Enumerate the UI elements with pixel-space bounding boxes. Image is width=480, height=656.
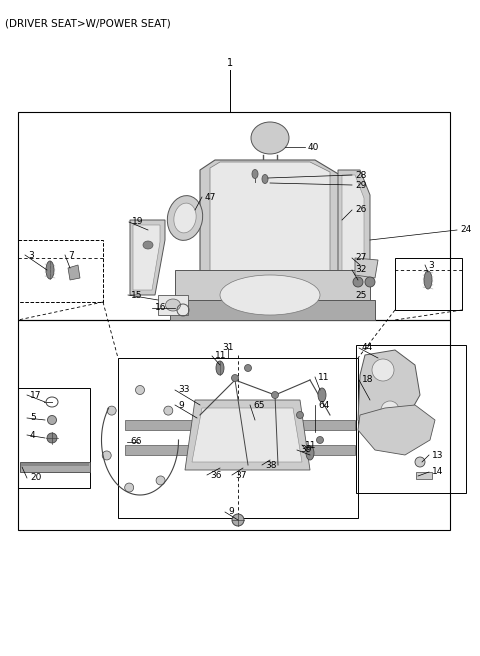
Text: (DRIVER SEAT>W/POWER SEAT): (DRIVER SEAT>W/POWER SEAT)	[5, 18, 171, 28]
Text: 16: 16	[155, 304, 167, 312]
Ellipse shape	[107, 406, 116, 415]
Text: 14: 14	[432, 468, 444, 476]
Ellipse shape	[365, 277, 375, 287]
Ellipse shape	[125, 483, 134, 492]
Ellipse shape	[156, 476, 165, 485]
Ellipse shape	[252, 169, 258, 178]
Bar	[118, 358, 358, 518]
Ellipse shape	[164, 406, 173, 415]
Ellipse shape	[262, 174, 268, 184]
Ellipse shape	[47, 433, 57, 443]
Polygon shape	[210, 162, 330, 285]
Ellipse shape	[372, 359, 394, 381]
Bar	[18, 240, 103, 302]
Text: 20: 20	[30, 474, 41, 483]
Text: 27: 27	[355, 253, 366, 262]
Polygon shape	[185, 400, 310, 470]
Ellipse shape	[46, 261, 54, 279]
Polygon shape	[175, 270, 370, 305]
Bar	[395, 258, 462, 310]
Text: 11: 11	[215, 352, 227, 361]
Polygon shape	[358, 405, 435, 455]
Bar	[356, 345, 466, 493]
Ellipse shape	[174, 203, 196, 233]
Text: 26: 26	[355, 205, 366, 215]
Text: 39: 39	[300, 445, 312, 455]
Text: 31: 31	[222, 344, 234, 352]
Text: 37: 37	[235, 470, 247, 480]
Text: 38: 38	[265, 461, 276, 470]
Ellipse shape	[168, 195, 203, 240]
Ellipse shape	[318, 388, 326, 402]
Text: 17: 17	[30, 390, 41, 400]
Text: 29: 29	[355, 180, 366, 190]
Polygon shape	[21, 463, 89, 466]
Text: 32: 32	[355, 266, 366, 274]
Polygon shape	[68, 265, 80, 280]
Text: 66: 66	[130, 438, 142, 447]
Text: 4: 4	[30, 430, 36, 440]
Polygon shape	[192, 408, 302, 462]
Polygon shape	[358, 350, 420, 440]
Text: 13: 13	[432, 451, 444, 459]
Ellipse shape	[220, 275, 320, 315]
Text: 33: 33	[178, 386, 190, 394]
Text: 19: 19	[132, 218, 144, 226]
Ellipse shape	[231, 375, 239, 382]
Polygon shape	[130, 220, 165, 295]
Text: 36: 36	[210, 470, 221, 480]
Polygon shape	[342, 175, 364, 288]
Ellipse shape	[232, 514, 244, 526]
Ellipse shape	[381, 401, 399, 419]
Text: 3: 3	[28, 251, 34, 260]
Text: 64: 64	[318, 401, 329, 409]
Bar	[18, 320, 450, 530]
Polygon shape	[416, 472, 432, 479]
Ellipse shape	[166, 299, 180, 311]
Ellipse shape	[244, 365, 252, 371]
Ellipse shape	[135, 386, 144, 394]
Polygon shape	[170, 300, 375, 320]
Polygon shape	[133, 225, 160, 290]
Ellipse shape	[297, 411, 303, 419]
Ellipse shape	[415, 457, 425, 467]
Ellipse shape	[48, 415, 57, 424]
Text: 40: 40	[308, 142, 319, 152]
Polygon shape	[20, 462, 90, 472]
Text: 9: 9	[178, 401, 184, 409]
Ellipse shape	[316, 436, 324, 443]
Ellipse shape	[306, 446, 314, 460]
Text: 11: 11	[305, 440, 316, 449]
Text: 25: 25	[355, 291, 366, 300]
Polygon shape	[125, 420, 355, 430]
Ellipse shape	[102, 451, 111, 460]
Text: 5: 5	[30, 413, 36, 422]
Polygon shape	[200, 160, 340, 295]
Text: 28: 28	[355, 171, 366, 180]
Text: 11: 11	[318, 373, 329, 382]
Ellipse shape	[424, 271, 432, 289]
Bar	[18, 388, 90, 488]
Text: 3: 3	[428, 260, 434, 270]
Polygon shape	[355, 258, 378, 278]
Polygon shape	[125, 445, 355, 455]
Ellipse shape	[272, 392, 278, 398]
Text: 65: 65	[253, 401, 264, 409]
Ellipse shape	[353, 277, 363, 287]
Text: 24: 24	[460, 226, 471, 234]
Text: 18: 18	[362, 375, 373, 384]
Text: 9: 9	[228, 508, 234, 516]
Ellipse shape	[251, 122, 289, 154]
Ellipse shape	[143, 241, 153, 249]
Bar	[158, 295, 188, 315]
Text: 1: 1	[227, 58, 233, 68]
Text: 44: 44	[362, 344, 373, 352]
Ellipse shape	[216, 361, 224, 375]
Text: 15: 15	[131, 291, 143, 300]
Polygon shape	[338, 170, 370, 295]
Text: 47: 47	[205, 192, 216, 201]
Text: 7: 7	[68, 251, 74, 260]
Bar	[18, 112, 450, 320]
